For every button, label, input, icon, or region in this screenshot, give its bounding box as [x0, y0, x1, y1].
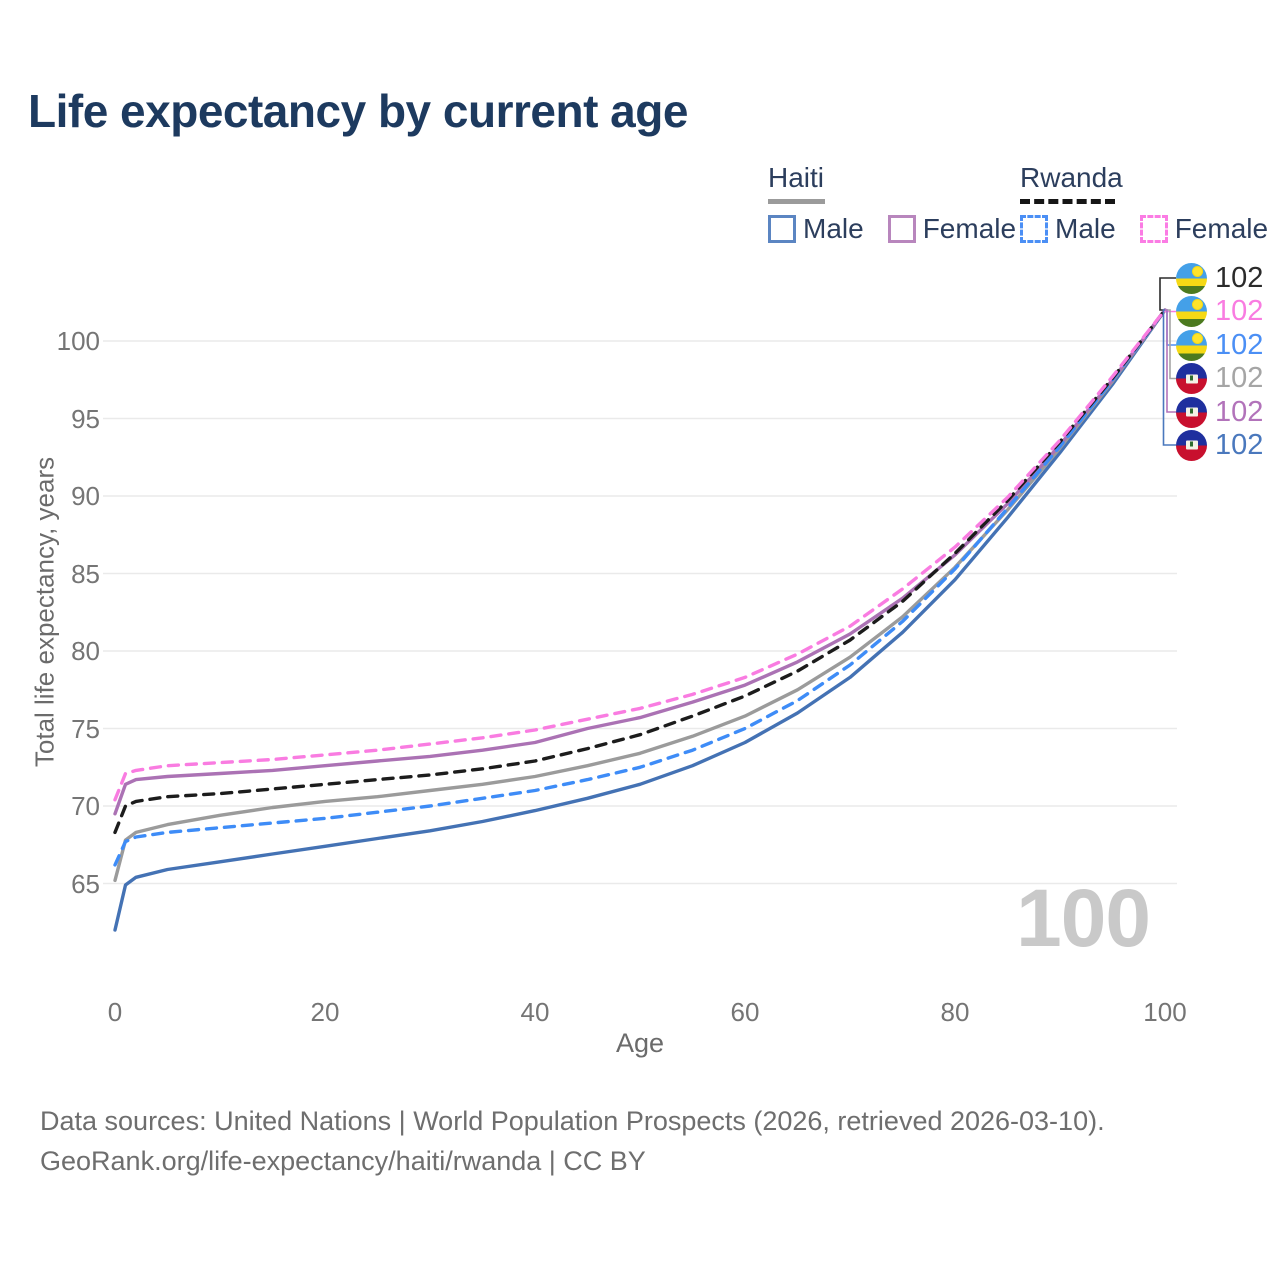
rwanda-flag-icon [1176, 329, 1207, 361]
rwanda-sun-icon [1193, 300, 1202, 309]
line-chart [103, 277, 1177, 932]
y-tick-65: 65 [71, 868, 100, 899]
page-title: Life expectancy by current age [28, 85, 688, 137]
x-tick-40: 40 [520, 997, 550, 1027]
haiti-emblem-icon [1185, 440, 1198, 450]
y-tick-85: 85 [71, 558, 100, 589]
series-line-rwanda-male [113, 308, 1167, 867]
y-tick-70: 70 [71, 791, 100, 821]
legend-swatch-solid [768, 215, 796, 243]
haiti-flag-icon [1176, 429, 1207, 461]
end-value: 102 [1215, 395, 1264, 428]
series-line-rwanda-female [113, 308, 1167, 802]
series-line-haiti-female [113, 308, 1167, 816]
legend-country-haiti: Haiti [768, 162, 825, 193]
rwanda-flag-icon [1176, 262, 1207, 294]
end-label-connector [1159, 277, 1176, 311]
legend-swatch-solid [887, 215, 916, 243]
y-tick-80: 80 [71, 636, 100, 666]
x-tick-0: 0 [107, 997, 123, 1027]
footer-attribution: GeoRank.org/life-expectancy/haiti/rwanda… [40, 1146, 646, 1176]
footer-data-sources: Data sources: United Nations | World Pop… [40, 1106, 1105, 1136]
end-label-rwanda-female: 102 [1176, 295, 1264, 328]
haiti-emblem-icon [1185, 407, 1198, 417]
legend-group-rwanda: Rwanda Male Female [1020, 162, 1268, 245]
y-tick-95: 95 [71, 403, 100, 434]
end-label-haiti-male: 102 [1176, 429, 1263, 461]
end-label-rwanda-both-sexes: 102 [1176, 262, 1263, 294]
haiti-flag-icon [1176, 396, 1207, 428]
x-axis-label: Age [615, 1028, 665, 1058]
legend-item-label: Female [922, 213, 1017, 244]
rwanda-flag-icon [1176, 296, 1207, 327]
legend-linestyle-sample-haiti [768, 199, 825, 204]
legend-group-haiti: Haiti Male Female [768, 162, 1016, 245]
legend-item-label: Male [803, 213, 864, 244]
end-label-rwanda-male: 102 [1176, 329, 1263, 361]
rwanda-sun-icon [1193, 266, 1202, 276]
end-value: 102 [1215, 261, 1264, 294]
end-value: 102 [1215, 295, 1264, 327]
legend-items: Male Female [768, 213, 1016, 245]
series-line-haiti-male [113, 308, 1167, 932]
series-line-rwanda-both-sexes [113, 308, 1167, 835]
legend-item-haiti-male[interactable]: Male [768, 213, 864, 245]
y-axis-label: Total life expectancy, years [29, 456, 60, 768]
y-tick-90: 90 [71, 481, 100, 511]
legend-country-rwanda: Rwanda [1020, 162, 1123, 193]
x-tick-60: 60 [730, 997, 760, 1027]
end-label-connector [1165, 309, 1176, 413]
end-value: 102 [1215, 428, 1264, 461]
legend-item-label: Female [1174, 213, 1269, 244]
x-tick-80: 80 [940, 997, 970, 1027]
legend-item-haiti-female[interactable]: Female [887, 213, 1017, 245]
age-watermark: 100 [1016, 873, 1151, 964]
rwanda-sun-icon [1193, 333, 1202, 343]
legend-swatch-dashed [1139, 215, 1168, 243]
y-tick-100: 100 [56, 326, 100, 356]
legend-items: Male Female [1020, 213, 1268, 245]
x-tick-100: 100 [1143, 997, 1187, 1027]
legend-swatch-dashed [1020, 215, 1048, 243]
end-value: 102 [1215, 362, 1264, 394]
end-label-connector [1162, 309, 1176, 446]
end-label-haiti-female: 102 [1176, 396, 1263, 428]
end-value: 102 [1215, 328, 1264, 361]
legend-item-rwanda-male[interactable]: Male [1020, 213, 1116, 245]
haiti-emblem-icon [1185, 374, 1198, 383]
legend-item-label: Male [1055, 213, 1116, 244]
x-tick-20: 20 [310, 997, 340, 1027]
legend-linestyle-sample-rwanda [1020, 199, 1115, 204]
series-line-haiti-both-sexes [113, 308, 1167, 883]
haiti-flag-icon [1176, 363, 1207, 394]
y-tick-75: 75 [71, 713, 100, 744]
legend-item-rwanda-female[interactable]: Female [1139, 213, 1269, 245]
end-label-haiti-both-sexes: 102 [1176, 362, 1264, 395]
